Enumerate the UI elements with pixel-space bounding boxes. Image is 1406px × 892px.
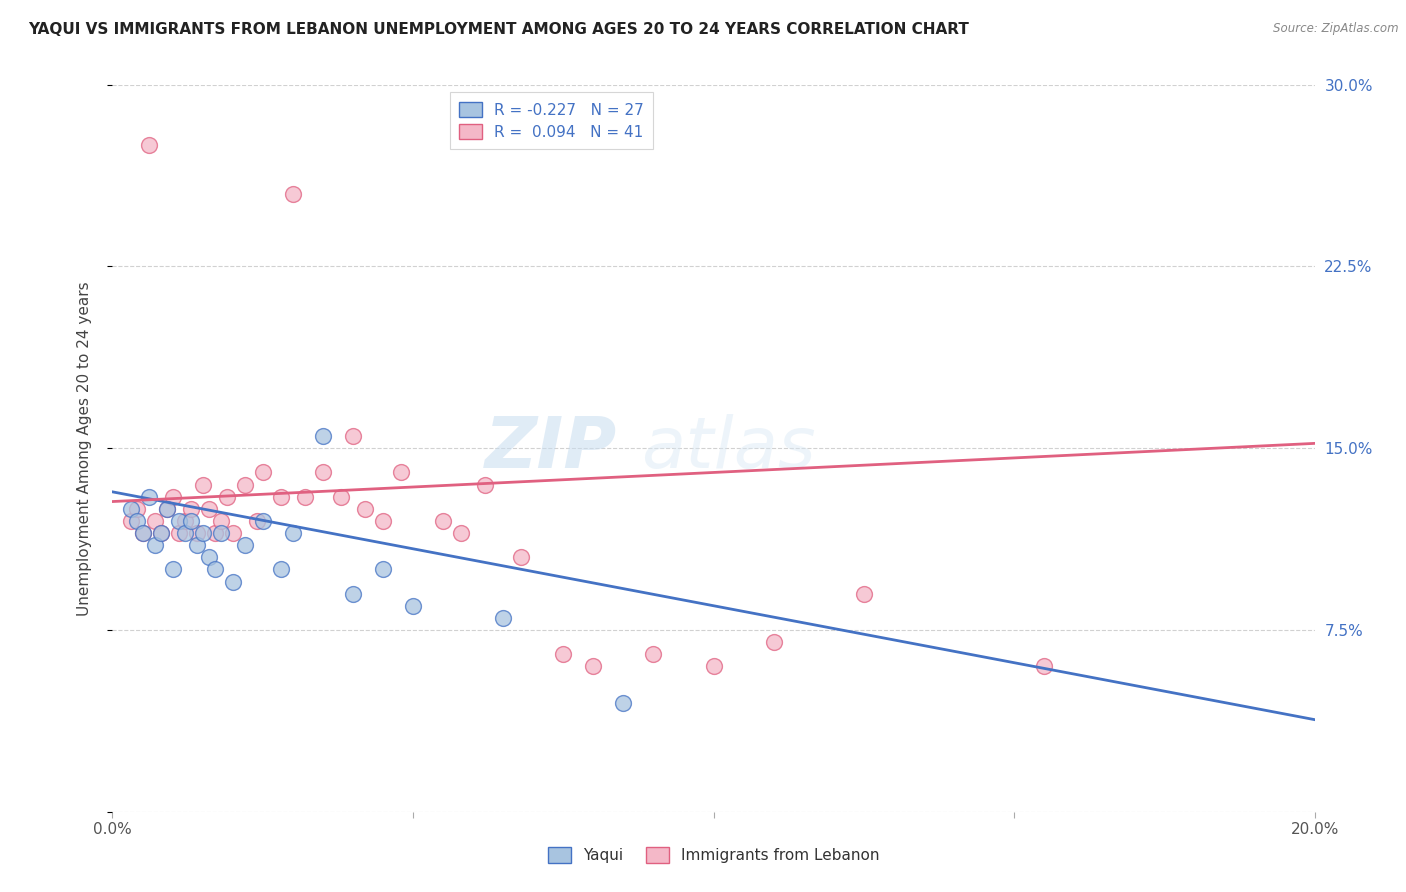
- Point: [180, 514, 202, 528]
- Point: [270, 562, 292, 576]
- Point: [233, 477, 256, 491]
- Point: [173, 526, 195, 541]
- Point: [450, 526, 472, 541]
- Point: [233, 538, 256, 552]
- Point: [125, 514, 148, 528]
- Point: [270, 490, 292, 504]
- Point: [143, 514, 166, 528]
- Point: [149, 526, 172, 541]
- Point: [191, 526, 214, 541]
- Point: [197, 501, 219, 516]
- Point: [294, 490, 316, 504]
- Point: [702, 659, 725, 673]
- Point: [246, 514, 269, 528]
- Point: [582, 659, 605, 673]
- Legend: Yaqui, Immigrants from Lebanon: Yaqui, Immigrants from Lebanon: [541, 841, 886, 870]
- Point: [553, 647, 575, 661]
- Point: [222, 526, 245, 541]
- Point: [1033, 659, 1056, 673]
- Point: [281, 186, 304, 201]
- Point: [432, 514, 454, 528]
- Text: ZIP: ZIP: [485, 414, 617, 483]
- Point: [191, 477, 214, 491]
- Point: [180, 501, 202, 516]
- Point: [312, 466, 335, 480]
- Point: [204, 526, 226, 541]
- Point: [281, 526, 304, 541]
- Point: [131, 526, 153, 541]
- Point: [342, 587, 364, 601]
- Point: [155, 501, 177, 516]
- Point: [162, 490, 184, 504]
- Point: [138, 490, 160, 504]
- Point: [342, 429, 364, 443]
- Point: [354, 501, 377, 516]
- Text: Source: ZipAtlas.com: Source: ZipAtlas.com: [1274, 22, 1399, 36]
- Point: [149, 526, 172, 541]
- Point: [474, 477, 496, 491]
- Point: [204, 562, 226, 576]
- Point: [155, 501, 177, 516]
- Point: [186, 526, 208, 541]
- Point: [125, 501, 148, 516]
- Point: [852, 587, 875, 601]
- Point: [252, 466, 274, 480]
- Point: [510, 550, 533, 565]
- Point: [197, 550, 219, 565]
- Point: [252, 514, 274, 528]
- Point: [138, 138, 160, 153]
- Point: [162, 562, 184, 576]
- Point: [167, 514, 190, 528]
- Point: [209, 514, 232, 528]
- Point: [762, 635, 785, 649]
- Point: [402, 599, 425, 613]
- Text: YAQUI VS IMMIGRANTS FROM LEBANON UNEMPLOYMENT AMONG AGES 20 TO 24 YEARS CORRELAT: YAQUI VS IMMIGRANTS FROM LEBANON UNEMPLO…: [28, 22, 969, 37]
- Point: [167, 526, 190, 541]
- Point: [389, 466, 412, 480]
- Point: [209, 526, 232, 541]
- Point: [329, 490, 352, 504]
- Point: [222, 574, 245, 589]
- Point: [131, 526, 153, 541]
- Point: [215, 490, 238, 504]
- Point: [312, 429, 335, 443]
- Y-axis label: Unemployment Among Ages 20 to 24 years: Unemployment Among Ages 20 to 24 years: [77, 281, 91, 615]
- Point: [612, 696, 634, 710]
- Point: [186, 538, 208, 552]
- Point: [371, 514, 394, 528]
- Point: [371, 562, 394, 576]
- Point: [643, 647, 665, 661]
- Point: [143, 538, 166, 552]
- Point: [120, 514, 142, 528]
- Text: atlas: atlas: [641, 414, 815, 483]
- Point: [173, 514, 195, 528]
- Point: [120, 501, 142, 516]
- Point: [492, 611, 515, 625]
